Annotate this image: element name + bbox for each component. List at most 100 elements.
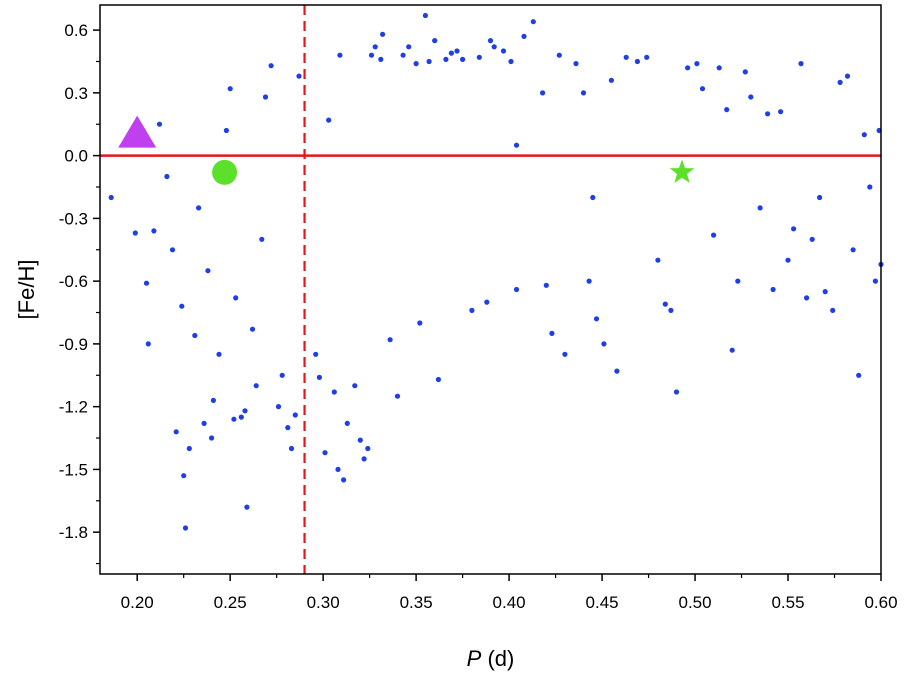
data-point	[422, 12, 428, 19]
data-point	[406, 44, 412, 50]
x-axis-unit: (d)	[481, 646, 514, 671]
data-point	[268, 63, 274, 69]
data-point	[169, 247, 176, 253]
data-point	[227, 86, 233, 92]
data-point	[361, 456, 367, 462]
data-point	[608, 77, 615, 83]
data-point	[469, 307, 475, 313]
data-point	[426, 58, 432, 65]
data-point	[850, 247, 856, 253]
data-point	[580, 90, 587, 96]
data-point	[164, 173, 170, 180]
data-point	[508, 58, 514, 65]
data-point	[181, 473, 187, 479]
data-point	[590, 194, 596, 201]
data-point	[156, 121, 163, 127]
data-point	[179, 303, 185, 309]
data-point	[655, 257, 661, 263]
reference-lines	[100, 5, 881, 574]
data-point	[259, 236, 265, 242]
data-point	[673, 389, 680, 395]
data-point	[209, 435, 215, 441]
y-tick-label: -0.3	[59, 209, 88, 228]
star-marker	[669, 159, 695, 183]
data-point	[192, 332, 198, 339]
data-point	[143, 280, 150, 286]
data-point	[322, 450, 328, 456]
data-point	[242, 408, 248, 414]
data-point	[196, 205, 202, 211]
x-axis-title: P (d)	[467, 646, 515, 671]
data-point	[644, 54, 650, 60]
data-point	[201, 420, 207, 426]
x-tick-label: 0.30	[307, 593, 340, 612]
data-point	[634, 58, 641, 65]
data-point	[216, 351, 222, 357]
data-point	[500, 48, 507, 54]
data-point	[400, 52, 406, 58]
data-point	[556, 52, 562, 58]
data-points	[108, 12, 884, 531]
data-point	[668, 307, 674, 313]
data-point	[778, 109, 784, 115]
data-point	[844, 73, 851, 79]
x-axis-variable: P	[467, 646, 482, 671]
data-point	[729, 347, 735, 353]
data-point	[173, 429, 179, 435]
data-point	[326, 117, 332, 123]
data-point	[313, 351, 319, 357]
data-point	[487, 38, 494, 44]
x-tick-label: 0.40	[493, 593, 526, 612]
data-point	[108, 194, 114, 201]
data-point	[296, 73, 302, 79]
data-point	[837, 79, 843, 85]
y-tick-label: -1.2	[59, 398, 88, 417]
y-tick-label: -1.8	[59, 523, 88, 542]
data-point	[387, 337, 393, 343]
data-point	[798, 61, 804, 67]
data-point	[830, 307, 836, 313]
data-point	[352, 383, 358, 389]
data-point	[476, 54, 482, 60]
data-point	[817, 194, 823, 201]
highlighted-markers	[118, 115, 695, 185]
data-point	[253, 383, 259, 389]
data-point	[231, 416, 237, 422]
data-point	[662, 301, 668, 307]
data-point	[770, 286, 776, 293]
data-point	[331, 389, 337, 395]
x-axis-ticks: 0.20 0.25 0.30 0.35 0.40 0.45 0.50 0.55 0.60	[121, 574, 898, 612]
data-point	[394, 393, 401, 399]
data-point	[365, 445, 371, 452]
data-point	[513, 286, 520, 293]
y-tick-label: -0.6	[59, 272, 88, 291]
data-point	[223, 127, 229, 134]
data-point	[735, 278, 741, 284]
data-point	[748, 94, 754, 100]
data-point	[562, 351, 568, 357]
data-point	[151, 228, 157, 234]
x-tick-label: 0.20	[121, 593, 154, 612]
data-point	[275, 404, 282, 410]
data-point	[372, 44, 378, 50]
data-point	[279, 372, 285, 378]
data-point	[809, 236, 815, 242]
data-point	[285, 425, 291, 431]
data-point	[244, 504, 250, 510]
data-point	[357, 437, 363, 443]
y-axis-title: [Fe/H]	[14, 260, 39, 320]
data-point	[856, 372, 862, 378]
data-point	[233, 295, 239, 301]
data-point	[724, 107, 730, 113]
data-point	[757, 205, 763, 211]
data-point	[549, 330, 555, 336]
data-point	[530, 19, 536, 25]
data-point	[540, 90, 546, 96]
x-tick-label: 0.25	[214, 593, 247, 612]
data-point	[249, 326, 256, 332]
data-point	[623, 54, 629, 60]
data-point	[543, 282, 549, 288]
data-point	[186, 445, 192, 452]
data-point	[460, 56, 466, 63]
